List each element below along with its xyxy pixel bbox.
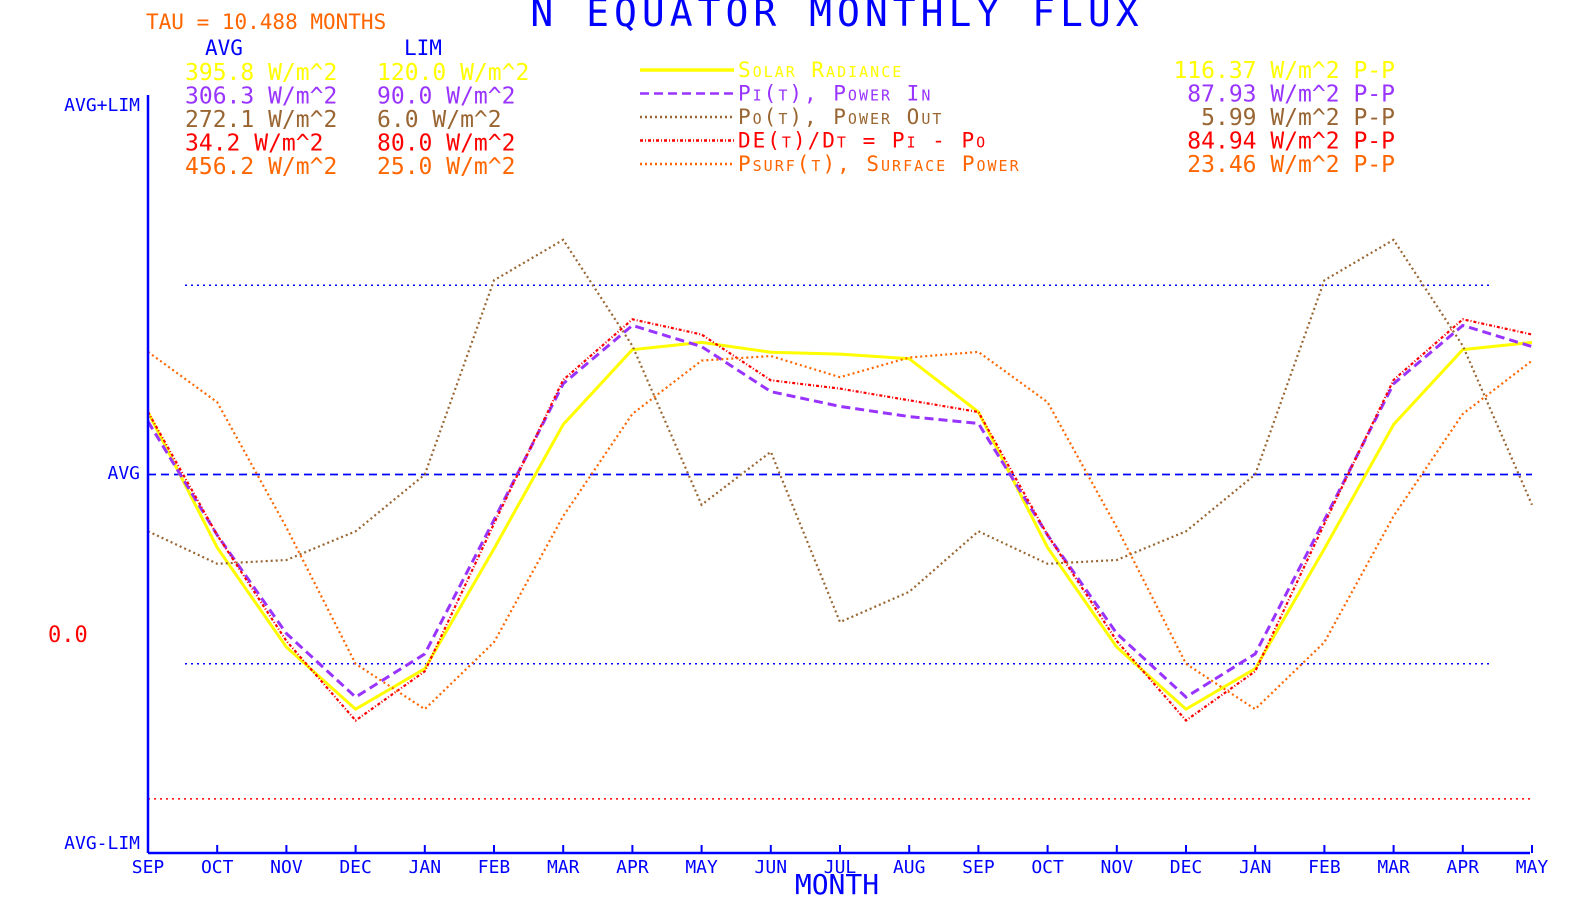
stats-avg-1: 395.8 W/m^2 — [185, 60, 337, 86]
x-tick-label: JAN — [409, 857, 442, 878]
x-tick-label: SEP — [132, 857, 165, 878]
y-label-avg: AVG — [107, 463, 140, 484]
x-tick-label: JAN — [1239, 857, 1272, 878]
x-tick-label: JUL — [824, 857, 857, 878]
x-tick-label: MAY — [1516, 857, 1549, 878]
legend-pp-1: 116.37 W/m^2 P-P — [1173, 58, 1395, 84]
legend-label-3: Po(t), Power Out — [738, 105, 943, 129]
x-tick-label: SEP — [962, 857, 995, 878]
x-tick-label: FEB — [478, 857, 511, 878]
stats-lim-1: 120.0 W/m^2 — [377, 60, 529, 86]
legend-label-1: Solar Radiance — [738, 58, 903, 82]
legend-pp-5: 23.46 W/m^2 P-P — [1187, 152, 1395, 178]
x-axis-label: MONTH — [795, 868, 879, 898]
stats-lim-4: 80.0 W/m^2 — [377, 131, 515, 157]
x-tick-label: NOV — [1101, 857, 1134, 878]
guide-lines — [148, 284, 1532, 800]
x-tick-label: OCT — [201, 857, 234, 878]
x-tick-label: MAR — [547, 857, 580, 878]
stats-avg-4: 34.2 W/m^2 — [185, 131, 323, 157]
x-tick-label: DEC — [339, 857, 372, 878]
series-line-3 — [147, 238, 1534, 624]
series-line-1 — [146, 340, 1533, 712]
legend-pp-4: 84.94 W/m^2 P-P — [1187, 129, 1395, 155]
y-label-zero: 0.0 — [48, 623, 88, 648]
legend: Solar Radiance 116.37 W/m^2 P-P Pi(t), Pow… — [640, 58, 1395, 178]
legend-pp-3: 5.99 W/m^2 P-P — [1201, 105, 1395, 131]
legend-label-4: DE(t)/Dt = Pi - Po — [738, 129, 987, 153]
x-tick-label: AUG — [893, 857, 926, 878]
series-line-5 — [147, 350, 1533, 711]
chart-title: N EQUATOR MONTHLY FLUX — [530, 0, 1143, 35]
stats-lim-5: 25.0 W/m^2 — [377, 154, 515, 180]
legend-label-5: Psurf(t), Surface Power — [738, 152, 1021, 176]
series-lines — [146, 238, 1534, 722]
stats-avg-header: AVG — [205, 36, 243, 60]
series-line-4 — [147, 318, 1533, 722]
x-tick-label: MAY — [685, 857, 718, 878]
stats-lim-3: 6.0 W/m^2 — [377, 107, 502, 133]
y-label-bottom: AVG-LIM — [64, 833, 140, 854]
stats-avg-3: 272.1 W/m^2 — [185, 107, 337, 133]
y-label-top: AVG+LIM — [64, 95, 140, 116]
x-tick-label: APR — [616, 857, 649, 878]
stats-lim-2: 90.0 W/m^2 — [377, 84, 515, 110]
stats-lim-header: LIM — [404, 36, 442, 60]
stats-block: 395.8 W/m^2 120.0 W/m^2 306.3 W/m^2 90.0 W/… — [185, 60, 529, 180]
x-tick-label: OCT — [1031, 857, 1064, 878]
stats-avg-5: 456.2 W/m^2 — [185, 154, 337, 180]
legend-pp-2: 87.93 W/m^2 P-P — [1187, 82, 1395, 108]
x-tick-label: NOV — [270, 857, 303, 878]
x-tick-label: DEC — [1170, 857, 1203, 878]
x-tick-label: MAR — [1377, 857, 1410, 878]
x-tick-label: APR — [1447, 857, 1480, 878]
legend-label-2: Pi(t), Power In — [738, 82, 932, 106]
tau-label: TAU = 10.488 MONTHS — [146, 10, 386, 34]
x-tick-label: JUN — [755, 857, 788, 878]
x-ticks: SEP OCT NOV DEC JAN FEB MAR APR MAY JUN JUL AUG SEP O… — [132, 845, 1549, 878]
stats-avg-2: 306.3 W/m^2 — [185, 84, 337, 110]
x-tick-label: FEB — [1308, 857, 1341, 878]
series-line-2 — [146, 323, 1533, 699]
